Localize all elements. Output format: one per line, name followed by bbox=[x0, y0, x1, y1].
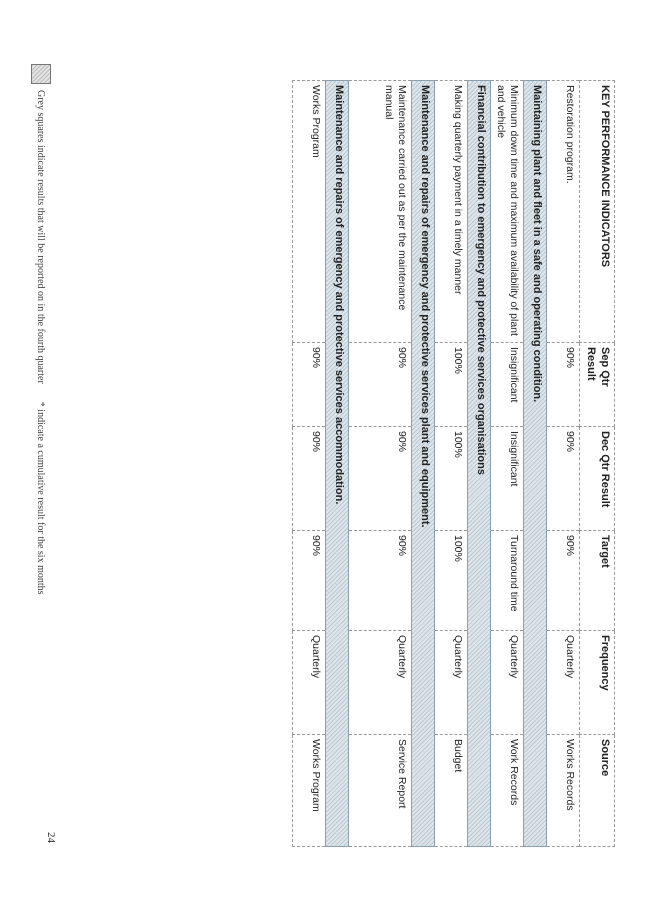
table-cell: 90% bbox=[292, 342, 326, 427]
table-cell: Restoration program. bbox=[547, 80, 580, 343]
table-cell: 90% bbox=[547, 342, 580, 427]
table-cell: Work Records bbox=[490, 734, 524, 847]
table-cell: Service Report bbox=[348, 734, 412, 847]
table-cell: 90% bbox=[547, 530, 580, 631]
table-row: Works Program 90% 90% 90% Quarterly Works Pro… bbox=[292, 80, 326, 847]
table-cell: Turnaround time bbox=[490, 530, 524, 631]
column-header: KEY PERFORMANCE INDICATORS bbox=[580, 80, 615, 343]
table-cell: Quarterly bbox=[490, 630, 524, 735]
table-cell: 90% bbox=[348, 426, 412, 531]
column-header: Sep Qtr Result bbox=[580, 342, 615, 427]
table-cell: Quarterly bbox=[292, 630, 326, 735]
table-cell: 100% bbox=[434, 426, 468, 531]
table-row: Maintenance carried out as per the maint… bbox=[348, 80, 412, 847]
table-row: Restoration program. 90% 90% 90% Quarterly Wo… bbox=[547, 80, 580, 847]
legend-text: Grey squares indicate results that will … bbox=[35, 90, 47, 384]
table-cell: Making quarterly payment in a timely man… bbox=[434, 80, 468, 343]
table-row: Making quarterly payment in a timely man… bbox=[434, 80, 468, 847]
column-header: Frequency bbox=[580, 630, 615, 735]
section-heading: Financial contribution to emergency and … bbox=[467, 80, 491, 847]
section-row: Maintenance and repairs of emergency and… bbox=[325, 80, 349, 847]
table-cell: 100% bbox=[434, 342, 468, 427]
table-cell: Budget bbox=[434, 734, 468, 847]
table-cell: 90% bbox=[547, 426, 580, 531]
section-row: Maintenance and repairs of emergency and… bbox=[411, 80, 435, 847]
table-row: Minimum down time and maximum availabili… bbox=[490, 80, 524, 847]
column-header: Dec Qtr Result bbox=[580, 426, 615, 531]
footer: Grey squares indicate results that will … bbox=[31, 64, 51, 824]
table-cell: Works Records bbox=[547, 734, 580, 847]
table-cell: Quarterly bbox=[547, 630, 580, 735]
section-heading: Maintaining plant and fleet in a safe an… bbox=[524, 80, 547, 847]
table-cell: Insignificant bbox=[490, 426, 524, 531]
section-row: Maintaining plant and fleet in a safe an… bbox=[524, 80, 547, 847]
header-row: KEY PERFORMANCE INDICATORS Sep Qtr Result… bbox=[580, 80, 615, 847]
table-cell: Minimum down time and maximum availabili… bbox=[490, 80, 524, 343]
section-row: Financial contribution to emergency and … bbox=[467, 80, 491, 847]
table-cell: Maintenance carried out as per the maint… bbox=[348, 80, 412, 343]
table-cell: Insignificant bbox=[490, 342, 524, 427]
grey-legend-square bbox=[31, 64, 51, 84]
section-heading: Maintenance and repairs of emergency and… bbox=[411, 80, 435, 847]
table-cell: Quarterly bbox=[348, 630, 412, 735]
column-header: Source bbox=[580, 734, 615, 847]
table-cell: Quarterly bbox=[434, 630, 468, 735]
kpi-table: KEY PERFORMANCE INDICATORS Sep Qtr Result… bbox=[292, 80, 615, 847]
table-body: Restoration program. 90% 90% 90% Quarterly Wo… bbox=[292, 80, 580, 847]
column-header: Target bbox=[580, 530, 615, 631]
table-cell: 90% bbox=[348, 530, 412, 631]
table-cell: 90% bbox=[348, 342, 412, 427]
table-cell: 100% bbox=[434, 530, 468, 631]
table-cell: Works Program bbox=[292, 80, 326, 343]
table-cell: 90% bbox=[292, 530, 326, 631]
table-cell: Works Program bbox=[292, 734, 326, 847]
cumulative-note: * indicate a cumulative result for the s… bbox=[35, 401, 47, 595]
section-heading: Maintenance and repairs of emergency and… bbox=[325, 80, 349, 847]
page-number: 24 bbox=[45, 832, 57, 843]
table-cell: 90% bbox=[292, 426, 326, 531]
